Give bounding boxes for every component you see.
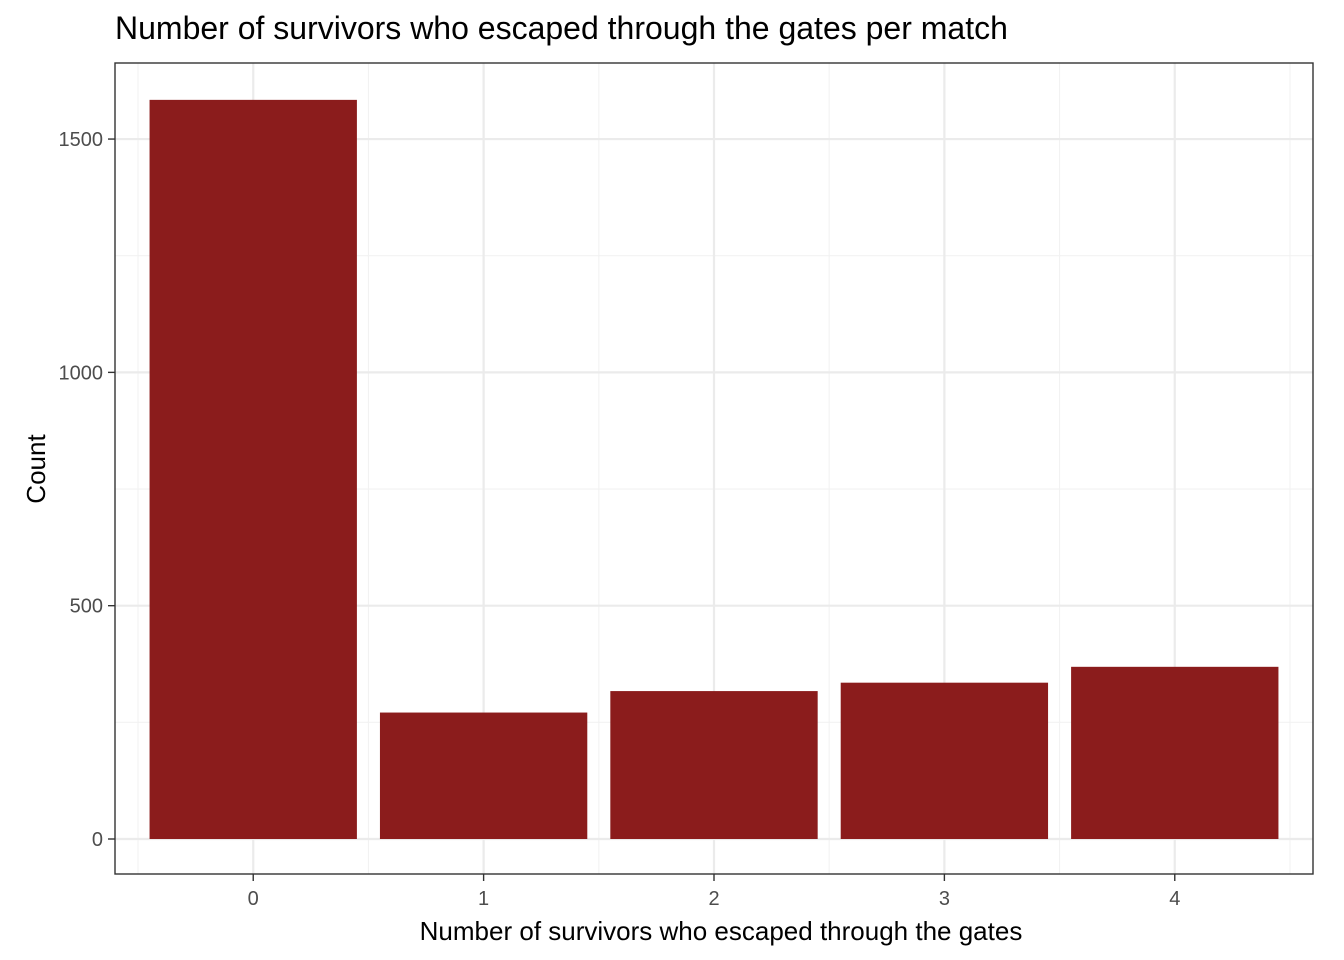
- y-axis-title: Count: [21, 434, 51, 504]
- x-tick-label: 4: [1169, 888, 1180, 910]
- bar-0: [149, 99, 357, 840]
- bars: [149, 99, 1279, 840]
- chart-title: Number of survivors who escaped through …: [115, 10, 1008, 46]
- bar-2: [610, 691, 818, 840]
- bar-1: [379, 712, 588, 840]
- x-tick-label: 0: [248, 888, 259, 910]
- x-tick-label: 2: [708, 888, 719, 910]
- y-tick-label: 0: [92, 829, 103, 851]
- y-tick-label: 500: [70, 596, 103, 618]
- y-tick-label: 1500: [59, 129, 104, 151]
- x-axis: 0 1 2 3 4: [248, 874, 1180, 910]
- x-tick-label: 1: [478, 888, 489, 910]
- x-tick-label: 3: [939, 888, 950, 910]
- y-axis: 0 500 1000 1500: [59, 129, 115, 851]
- bar-3: [840, 682, 1049, 840]
- bar-4: [1071, 666, 1279, 840]
- y-tick-label: 1000: [59, 362, 104, 384]
- x-axis-title: Number of survivors who escaped through …: [420, 916, 1023, 946]
